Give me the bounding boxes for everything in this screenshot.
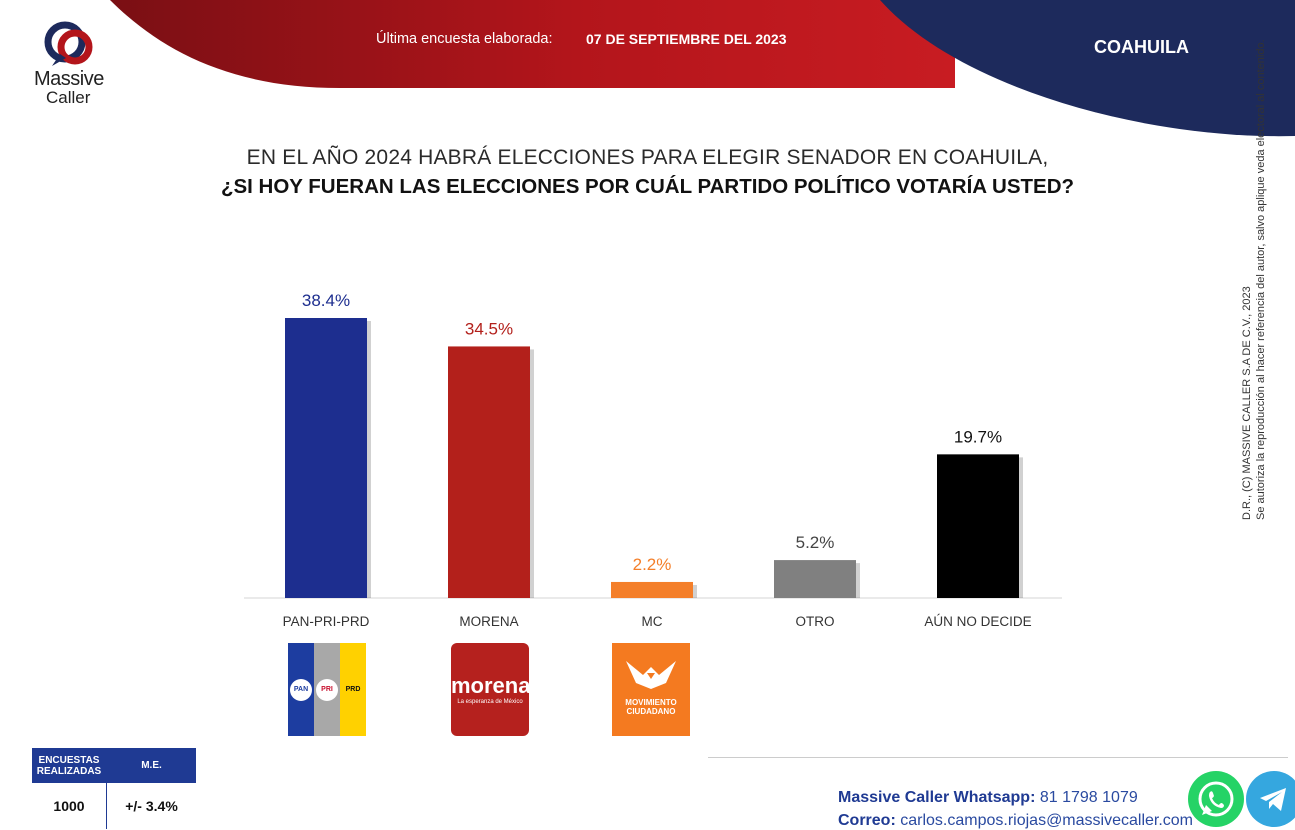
category-label: MORENA <box>459 614 518 629</box>
data-label: 19.7% <box>954 427 1002 446</box>
category-label: PAN-PRI-PRD <box>283 614 370 629</box>
email-address[interactable]: carlos.campos.riojas@massivecaller.com <box>900 812 1194 829</box>
whatsapp-icon[interactable] <box>1188 771 1244 827</box>
movimiento-ciudadano-logo: MOVIMIENTO CIUDADANO <box>612 643 690 736</box>
morena-tagline: La esperanza de México <box>457 699 523 705</box>
survey-date-label: Última encuesta elaborada: <box>376 31 553 47</box>
pri-stripe: PRI <box>314 643 340 736</box>
margin-error-value: +/- 3.4% <box>125 798 178 815</box>
brand-name-line2: Caller <box>46 88 91 107</box>
bar-morena <box>448 346 530 598</box>
whatsapp-contact: Massive Caller Whatsapp: 81 1798 1079 <box>838 789 1138 807</box>
mc-line1: MOVIMIENTO <box>625 698 677 707</box>
brand-name-line1: Massive <box>34 68 104 90</box>
email-contact: Correo: carlos.campos.riojas@massivecall… <box>838 812 1193 830</box>
mc-line2: CIUDADANO <box>626 707 676 716</box>
category-label: AÚN NO DECIDE <box>924 614 1031 629</box>
bar-pan-pri-prd <box>285 318 367 598</box>
header-banner <box>110 0 1295 137</box>
contact-divider <box>708 757 1288 758</box>
survey-date: 07 DE SEPTIEMBRE DEL 2023 <box>586 31 787 47</box>
pan-stripe: PAN <box>288 643 314 736</box>
data-label: 2.2% <box>633 555 672 574</box>
category-label: OTRO <box>796 614 835 629</box>
copyright-line1: D.R., (C) MASSIVE CALLER S.A DE C.V., 20… <box>1241 286 1253 520</box>
copyright-notice: D.R., (C) MASSIVE CALLER S.A DE C.V., 20… <box>1240 0 1268 520</box>
pan-pri-prd-logo: PAN PRI PRD <box>288 643 366 736</box>
data-label: 34.5% <box>465 319 513 338</box>
surveys-count: 1000 <box>32 783 107 829</box>
eagle-icon <box>626 661 676 689</box>
telegram-icon[interactable] <box>1246 771 1295 827</box>
email-label: Correo: <box>838 812 896 829</box>
bar-otro <box>774 560 856 598</box>
whatsapp-label: Massive Caller Whatsapp: <box>838 789 1036 806</box>
data-label: 38.4% <box>302 291 350 310</box>
question-line-1: EN EL AÑO 2024 HABRÁ ELECCIONES PARA ELE… <box>246 146 1049 169</box>
question-line-2: ¿SI HOY FUERAN LAS ELECCIONES POR CUÁL P… <box>220 175 1075 198</box>
survey-stats-table: ENCUESTAS REALIZADAS M.E. 1000 +/- 3.4% <box>32 748 196 829</box>
bar-a-n-no-decide <box>937 454 1019 598</box>
margin-error-header: M.E. <box>106 748 196 784</box>
morena-logo: morena La esperanza de México <box>451 643 531 736</box>
data-label: 5.2% <box>796 533 835 552</box>
surveys-header: ENCUESTAS REALIZADAS <box>32 748 107 784</box>
pan-icon: PAN <box>290 678 312 701</box>
morena-name: morena <box>451 673 531 698</box>
prd-stripe: PRD <box>340 643 366 736</box>
massive-caller-logo <box>44 21 93 66</box>
whatsapp-number: 81 1798 1079 <box>1039 789 1138 806</box>
category-label: MC <box>642 614 663 629</box>
copyright-line2: Se autoriza la reproducción al hacer ref… <box>1255 39 1267 520</box>
bar-mc <box>611 581 693 598</box>
pri-icon: PRI <box>316 678 338 701</box>
prd-icon: PRD <box>345 686 361 693</box>
state-label: COAHUILA <box>1094 37 1189 57</box>
